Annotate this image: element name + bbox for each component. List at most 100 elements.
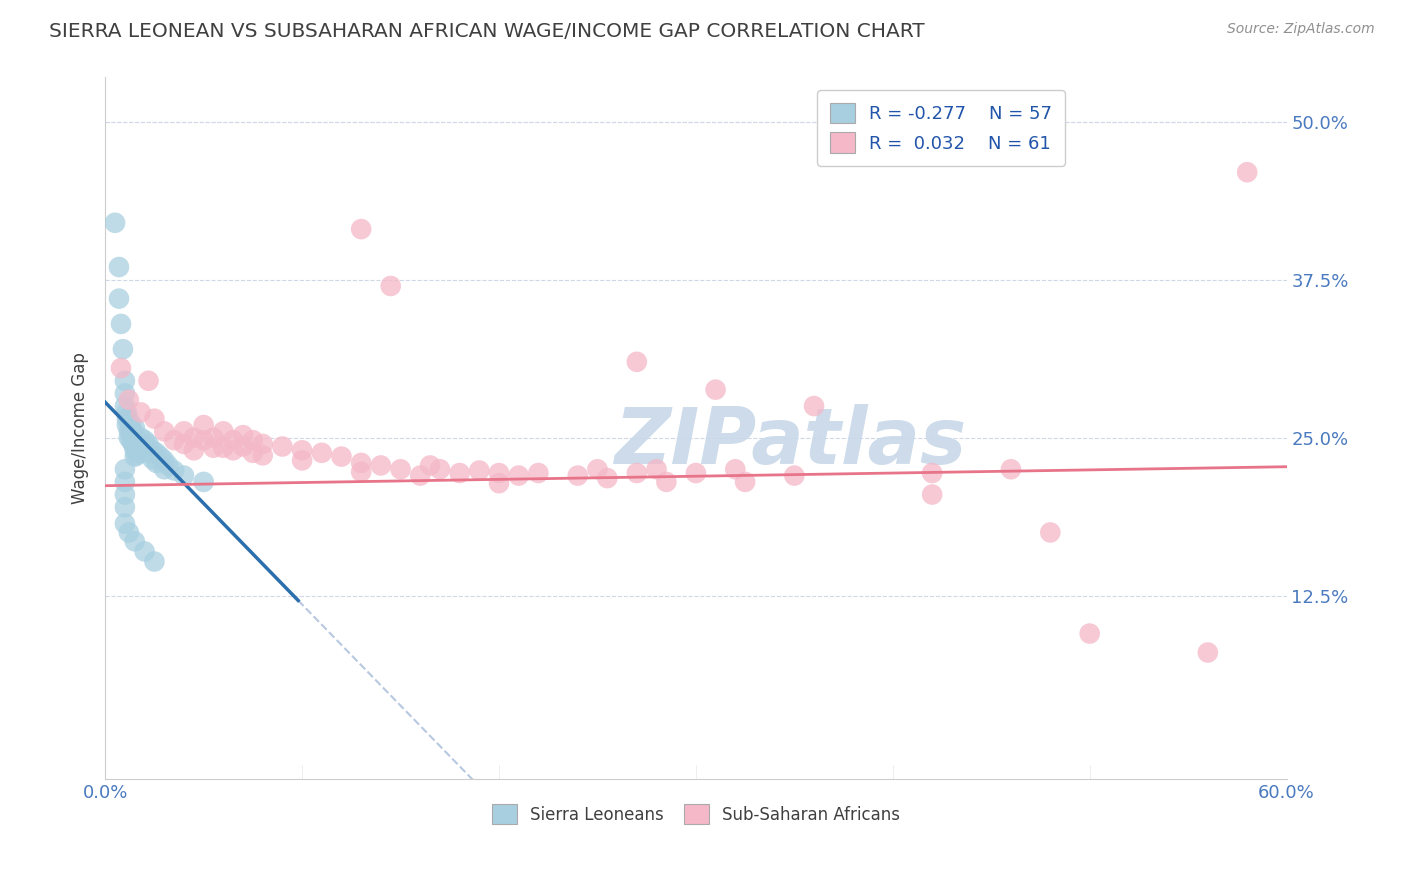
Point [124, 420, 146, 434]
Point [114, 487, 136, 501]
Point [291, 443, 314, 458]
Point [1197, 646, 1219, 660]
Point [242, 446, 264, 460]
Point [527, 466, 550, 480]
Point [222, 443, 245, 458]
Point [350, 465, 373, 479]
Point [104, 216, 127, 230]
Point [173, 437, 195, 451]
Point [508, 468, 530, 483]
Point [124, 437, 146, 451]
Point [108, 260, 131, 274]
Point [141, 452, 163, 467]
Point [734, 475, 756, 489]
Point [567, 468, 589, 483]
Point [114, 516, 136, 531]
Point [153, 453, 176, 467]
Point [193, 433, 215, 447]
Point [128, 437, 150, 451]
Text: SIERRA LEONEAN VS SUBSAHARAN AFRICAN WAGE/INCOME GAP CORRELATION CHART: SIERRA LEONEAN VS SUBSAHARAN AFRICAN WAG… [49, 22, 925, 41]
Point [118, 425, 141, 439]
Point [704, 383, 727, 397]
Point [143, 411, 166, 425]
Point [488, 466, 510, 480]
Point [232, 440, 254, 454]
Point [118, 392, 141, 407]
Point [488, 476, 510, 491]
Point [626, 355, 648, 369]
Point [645, 462, 668, 476]
Point [121, 431, 143, 445]
Point [129, 405, 152, 419]
Point [124, 428, 146, 442]
Point [108, 292, 131, 306]
Point [128, 446, 150, 460]
Point [115, 405, 138, 419]
Point [232, 428, 254, 442]
Point [118, 431, 141, 445]
Point [134, 433, 156, 447]
Point [330, 450, 353, 464]
Point [120, 425, 142, 439]
Point [1236, 165, 1258, 179]
Point [291, 453, 314, 467]
Point [252, 437, 274, 451]
Point [380, 279, 402, 293]
Point [115, 417, 138, 432]
Point [1078, 626, 1101, 640]
Legend: Sierra Leoneans, Sub-Saharan Africans: Sierra Leoneans, Sub-Saharan Africans [482, 795, 910, 834]
Point [350, 222, 373, 236]
Point [157, 458, 180, 473]
Point [449, 466, 471, 480]
Point [202, 431, 225, 445]
Point [124, 443, 146, 458]
Point [242, 433, 264, 447]
Point [409, 468, 432, 483]
Point [138, 374, 160, 388]
Point [121, 437, 143, 451]
Point [429, 462, 451, 476]
Point [596, 471, 619, 485]
Point [129, 441, 152, 455]
Point [271, 440, 294, 454]
Point [124, 534, 146, 549]
Point [921, 487, 943, 501]
Point [110, 317, 132, 331]
Point [114, 374, 136, 388]
Point [222, 433, 245, 447]
Point [153, 425, 176, 439]
Point [120, 433, 142, 447]
Point [311, 446, 333, 460]
Point [141, 443, 163, 458]
Point [183, 431, 205, 445]
Point [350, 456, 373, 470]
Point [419, 458, 441, 473]
Point [173, 425, 195, 439]
Point [134, 443, 156, 458]
Point [114, 386, 136, 401]
Point [626, 466, 648, 480]
Point [921, 466, 943, 480]
Point [114, 462, 136, 476]
Text: ZIPatlas: ZIPatlas [614, 404, 966, 480]
Point [124, 450, 146, 464]
Point [586, 462, 609, 476]
Point [370, 458, 392, 473]
Point [143, 555, 166, 569]
Point [111, 342, 134, 356]
Point [1039, 525, 1062, 540]
Point [149, 450, 172, 464]
Point [389, 462, 412, 476]
Point [685, 466, 707, 480]
Point [163, 463, 186, 477]
Point [118, 525, 141, 540]
Point [183, 443, 205, 458]
Point [193, 475, 215, 489]
Point [173, 468, 195, 483]
Point [114, 399, 136, 413]
Point [125, 441, 148, 455]
Point [115, 411, 138, 425]
Point [138, 446, 160, 460]
Point [129, 431, 152, 445]
Point [212, 425, 235, 439]
